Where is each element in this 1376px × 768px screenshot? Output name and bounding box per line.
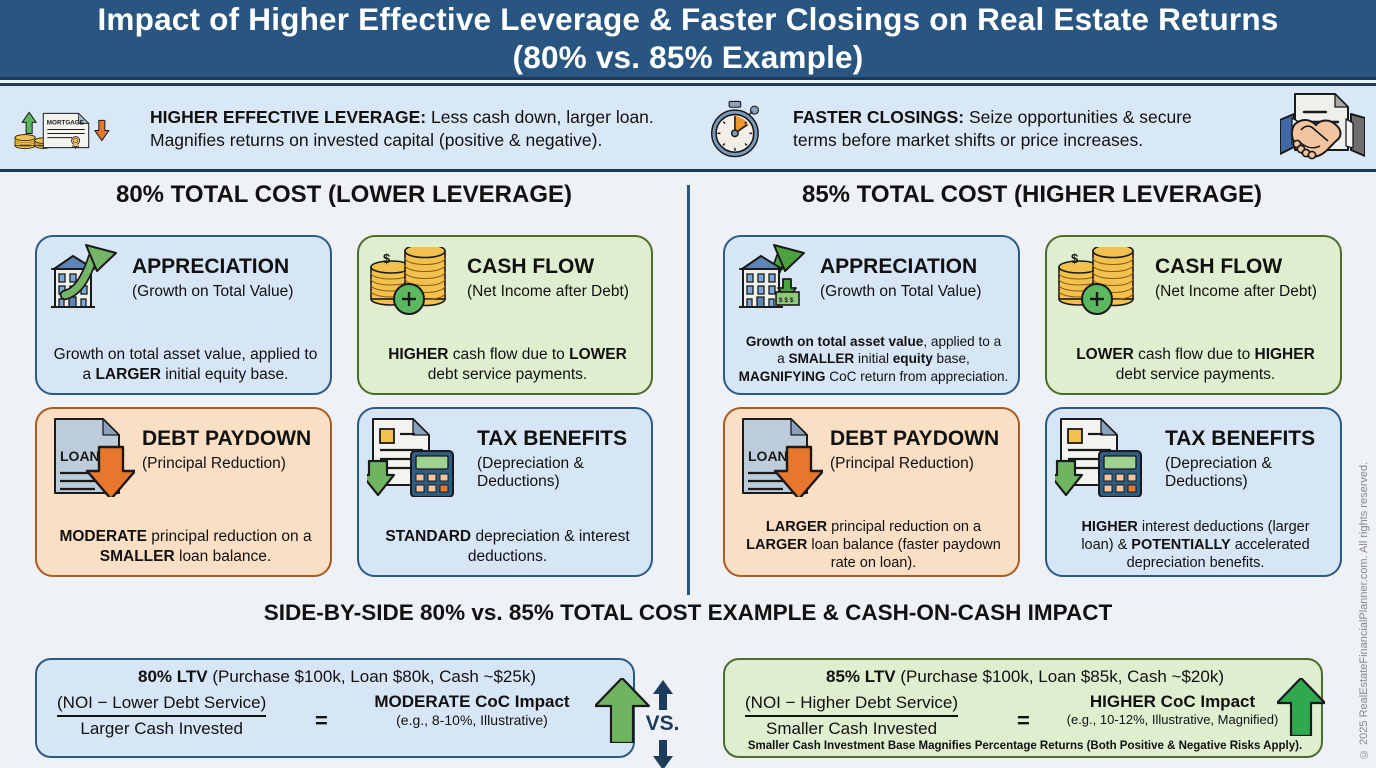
- svg-text:LOAN: LOAN: [748, 448, 788, 464]
- svg-text:$: $: [383, 251, 391, 266]
- svg-text:$ $ $: $ $ $: [779, 297, 794, 304]
- svg-text:$: $: [1071, 251, 1079, 266]
- svg-text:LOAN: LOAN: [60, 448, 100, 464]
- svg-text:MORTGAGE: MORTGAGE: [47, 119, 84, 126]
